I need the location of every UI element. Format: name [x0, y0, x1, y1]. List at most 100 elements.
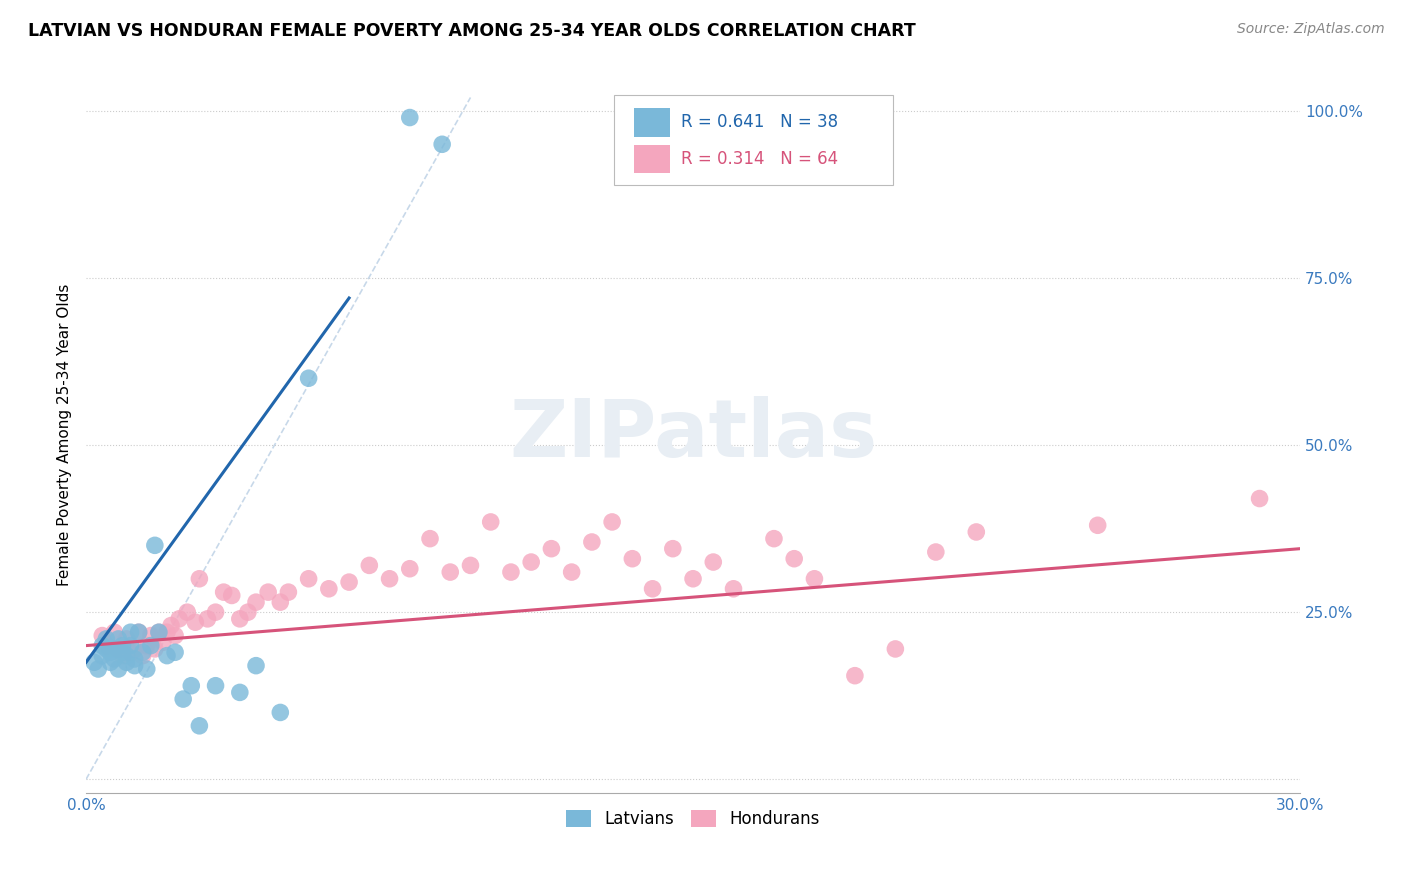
Point	[439, 565, 461, 579]
Point	[172, 692, 194, 706]
Point	[204, 605, 226, 619]
Point	[111, 648, 134, 663]
Point	[152, 635, 174, 649]
Point	[662, 541, 685, 556]
Point	[197, 612, 219, 626]
Point	[98, 642, 121, 657]
Point	[884, 642, 907, 657]
Point	[107, 662, 129, 676]
Point	[965, 524, 987, 539]
Point	[139, 639, 162, 653]
Point	[245, 658, 267, 673]
Point	[96, 632, 118, 646]
Point	[398, 562, 420, 576]
Point	[91, 629, 114, 643]
Point	[139, 629, 162, 643]
Point	[120, 645, 142, 659]
Text: Source: ZipAtlas.com: Source: ZipAtlas.com	[1237, 22, 1385, 37]
Point	[107, 642, 129, 657]
Point	[269, 706, 291, 720]
Point	[107, 632, 129, 646]
Point	[236, 605, 259, 619]
Point	[221, 589, 243, 603]
Point	[641, 582, 664, 596]
Point	[148, 625, 170, 640]
FancyBboxPatch shape	[634, 145, 671, 173]
Point	[561, 565, 583, 579]
Point	[520, 555, 543, 569]
Point	[124, 652, 146, 666]
Point	[180, 679, 202, 693]
Point	[581, 535, 603, 549]
Point	[277, 585, 299, 599]
Point	[111, 639, 134, 653]
Point	[115, 648, 138, 663]
Point	[762, 532, 785, 546]
Point	[257, 585, 280, 599]
Point	[540, 541, 562, 556]
Point	[204, 679, 226, 693]
Point	[188, 719, 211, 733]
Point	[165, 645, 187, 659]
Point	[160, 618, 183, 632]
Point	[359, 558, 381, 573]
Point	[87, 662, 110, 676]
FancyBboxPatch shape	[634, 108, 671, 136]
Legend: Latvians, Hondurans: Latvians, Hondurans	[560, 803, 827, 834]
Point	[91, 639, 114, 653]
Point	[229, 685, 252, 699]
Point	[419, 532, 441, 546]
Point	[460, 558, 482, 573]
Point	[600, 515, 623, 529]
Point	[143, 538, 166, 552]
Point	[156, 625, 179, 640]
Point	[212, 585, 235, 599]
Point	[783, 551, 806, 566]
Text: R = 0.641   N = 38: R = 0.641 N = 38	[681, 113, 838, 131]
Point	[229, 612, 252, 626]
Point	[430, 137, 453, 152]
Text: ZIPatlas: ZIPatlas	[509, 396, 877, 474]
Point	[135, 639, 157, 653]
Point	[148, 625, 170, 640]
Point	[621, 551, 644, 566]
Point	[91, 648, 114, 663]
Point	[132, 648, 155, 663]
Point	[298, 371, 321, 385]
Point	[378, 572, 401, 586]
Point	[103, 625, 125, 640]
Point	[135, 662, 157, 676]
Point	[83, 656, 105, 670]
Point	[1249, 491, 1271, 506]
Point	[269, 595, 291, 609]
Point	[723, 582, 745, 596]
Point	[132, 645, 155, 659]
Point	[103, 652, 125, 666]
Point	[803, 572, 825, 586]
Y-axis label: Female Poverty Among 25-34 Year Olds: Female Poverty Among 25-34 Year Olds	[58, 284, 72, 586]
Point	[398, 111, 420, 125]
Point	[165, 629, 187, 643]
Point	[298, 572, 321, 586]
Point	[111, 645, 134, 659]
Point	[188, 572, 211, 586]
Point	[925, 545, 948, 559]
Point	[124, 642, 146, 657]
FancyBboxPatch shape	[614, 95, 893, 185]
Point	[337, 575, 360, 590]
Point	[143, 642, 166, 657]
Point	[120, 639, 142, 653]
Point	[499, 565, 522, 579]
Point	[176, 605, 198, 619]
Point	[184, 615, 207, 630]
Text: LATVIAN VS HONDURAN FEMALE POVERTY AMONG 25-34 YEAR OLDS CORRELATION CHART: LATVIAN VS HONDURAN FEMALE POVERTY AMONG…	[28, 22, 915, 40]
Point	[128, 625, 150, 640]
Point	[98, 656, 121, 670]
Point	[128, 625, 150, 640]
Point	[682, 572, 704, 586]
Point	[124, 658, 146, 673]
Point	[479, 515, 502, 529]
Point	[844, 668, 866, 682]
Point	[245, 595, 267, 609]
Point	[318, 582, 340, 596]
